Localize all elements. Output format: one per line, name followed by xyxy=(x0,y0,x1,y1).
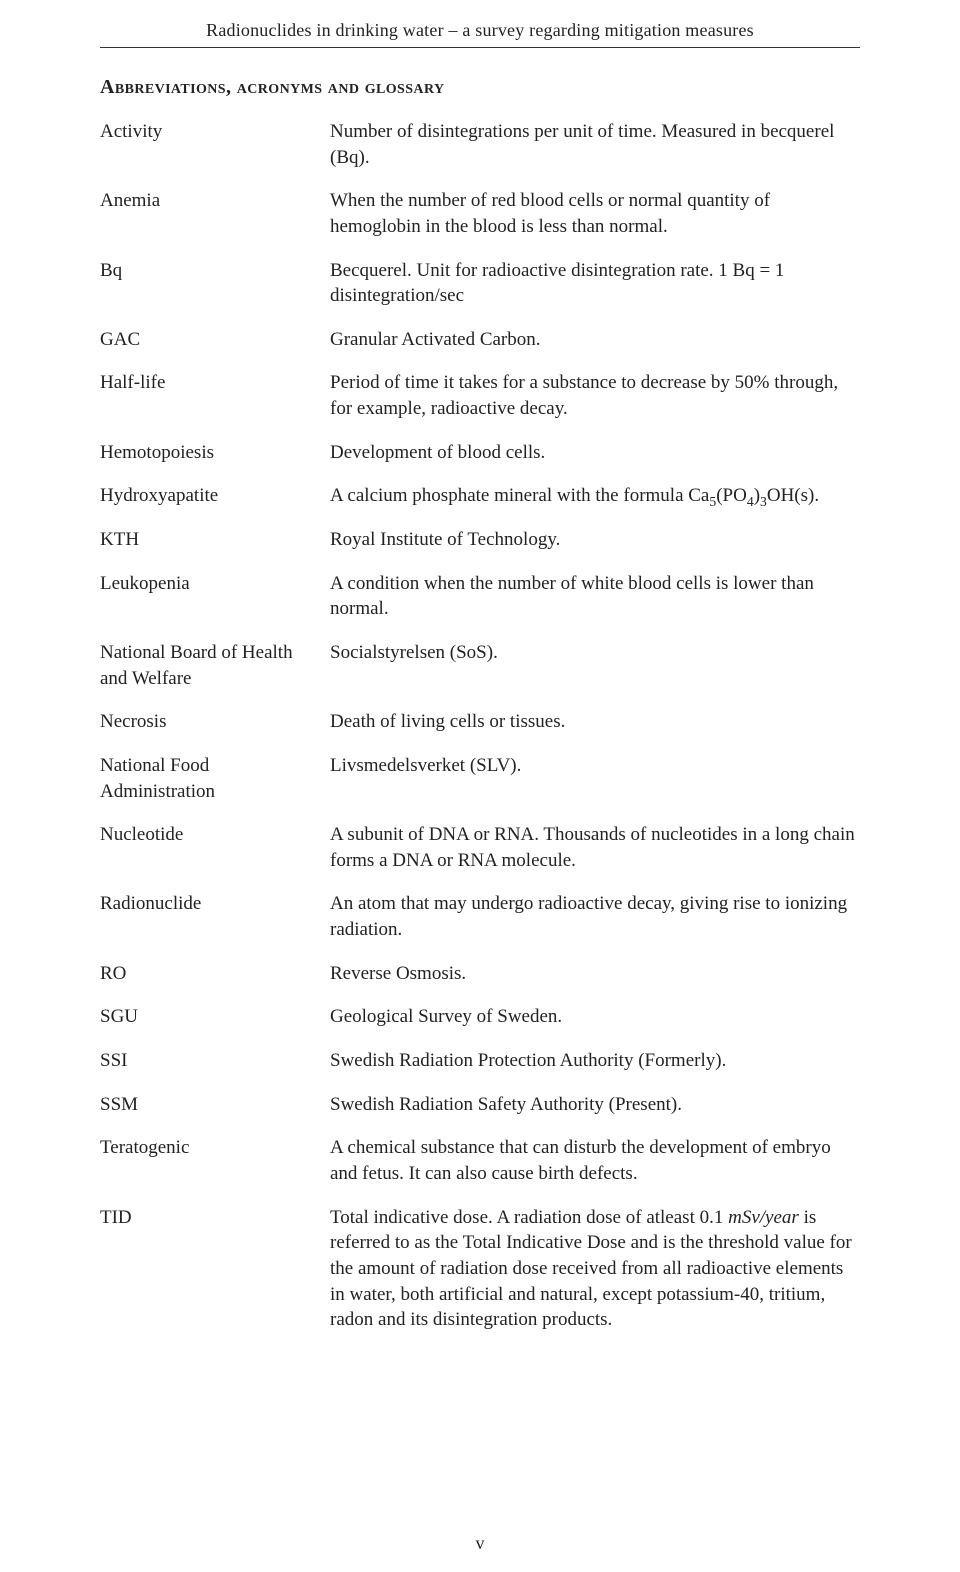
glossary-term: Nucleotide xyxy=(100,822,320,873)
glossary-definition: A subunit of DNA or RNA. Thousands of nu… xyxy=(330,822,860,873)
page-number: v xyxy=(0,1533,960,1554)
glossary-definition: Geological Survey of Sweden. xyxy=(330,1004,860,1030)
glossary-definition: Reverse Osmosis. xyxy=(330,961,860,987)
glossary-term: Anemia xyxy=(100,188,320,239)
glossary-definition: A calcium phosphate mineral with the for… xyxy=(330,483,860,509)
glossary-definition: Number of disintegrations per unit of ti… xyxy=(330,119,860,170)
glossary-term: RO xyxy=(100,961,320,987)
glossary-term: Leukopenia xyxy=(100,571,320,622)
glossary-definition: When the number of red blood cells or no… xyxy=(330,188,860,239)
title-rest: bbreviations, acronyms and glossary xyxy=(115,76,445,98)
glossary-term: Bq xyxy=(100,258,320,309)
glossary-term: GAC xyxy=(100,327,320,353)
glossary-definition: Swedish Radiation Protection Authority (… xyxy=(330,1048,860,1074)
glossary-term: SSM xyxy=(100,1092,320,1118)
glossary-definition: Becquerel. Unit for radioactive disinteg… xyxy=(330,258,860,309)
glossary-term: Radionuclide xyxy=(100,891,320,942)
header-rule xyxy=(100,47,860,48)
glossary-definition: Granular Activated Carbon. xyxy=(330,327,860,353)
page: Radionuclides in drinking water – a surv… xyxy=(0,0,960,1572)
glossary-definition: Period of time it takes for a substance … xyxy=(330,370,860,421)
glossary-term: SSI xyxy=(100,1048,320,1074)
glossary-definition: Development of blood cells. xyxy=(330,440,860,466)
glossary-definition: Socialstyrelsen (SoS). xyxy=(330,640,860,691)
glossary-term: Hydroxyapatite xyxy=(100,483,320,509)
running-head: Radionuclides in drinking water – a surv… xyxy=(100,20,860,41)
glossary-definition: A condition when the number of white blo… xyxy=(330,571,860,622)
glossary-table: ActivityNumber of disintegrations per un… xyxy=(100,119,860,1333)
glossary-definition: Livsmedelsverket (SLV). xyxy=(330,753,860,804)
glossary-definition: Royal Institute of Technology. xyxy=(330,527,860,553)
glossary-term: Hemotopoiesis xyxy=(100,440,320,466)
glossary-definition: A chemical substance that can disturb th… xyxy=(330,1135,860,1186)
glossary-term: Half-life xyxy=(100,370,320,421)
section-title: Abbreviations, acronyms and glossary xyxy=(100,76,860,99)
title-first-letter: A xyxy=(100,76,115,98)
glossary-term: National Food Administration xyxy=(100,753,320,804)
glossary-term: TID xyxy=(100,1205,320,1333)
glossary-term: National Board of Health and Welfare xyxy=(100,640,320,691)
glossary-term: Teratogenic xyxy=(100,1135,320,1186)
glossary-term: SGU xyxy=(100,1004,320,1030)
glossary-term: Activity xyxy=(100,119,320,170)
glossary-definition: Total indicative dose. A radiation dose … xyxy=(330,1205,860,1333)
glossary-definition: An atom that may undergo radioactive dec… xyxy=(330,891,860,942)
glossary-term: Necrosis xyxy=(100,709,320,735)
glossary-definition: Death of living cells or tissues. xyxy=(330,709,860,735)
glossary-definition: Swedish Radiation Safety Authority (Pres… xyxy=(330,1092,860,1118)
glossary-term: KTH xyxy=(100,527,320,553)
